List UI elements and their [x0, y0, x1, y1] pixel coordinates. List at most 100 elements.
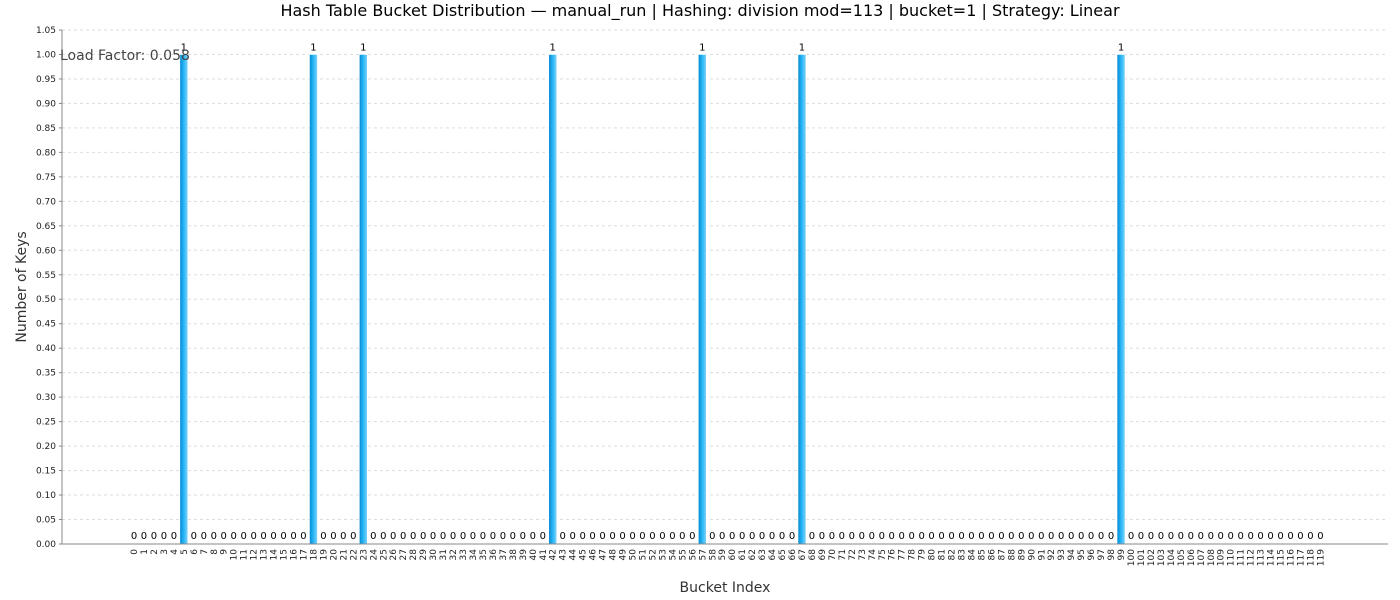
y-tick-label: 0.15: [36, 467, 56, 477]
x-tick-label-75: 75: [878, 549, 888, 560]
x-tick-label-15: 15: [280, 549, 290, 560]
value-label-81: 0: [938, 531, 944, 542]
value-label-70: 0: [829, 531, 835, 542]
x-tick-label-65: 65: [778, 549, 788, 560]
value-label-69: 0: [819, 531, 825, 542]
y-tick-label: 0.50: [36, 295, 56, 305]
x-tick-label-58: 58: [708, 549, 718, 561]
x-tick-label-112: 112: [1247, 549, 1257, 566]
x-tick-label-67: 67: [798, 549, 808, 560]
chart-title: Hash Table Bucket Distribution — manual_…: [280, 1, 1119, 21]
y-tick-label: 0.35: [36, 369, 56, 379]
x-tick-label-82: 82: [948, 549, 958, 560]
y-tick-label: 0.70: [36, 197, 56, 207]
x-tick-label-37: 37: [499, 549, 509, 560]
value-label-95: 0: [1078, 531, 1084, 542]
x-tick-label-6: 6: [190, 549, 200, 555]
value-label-59: 0: [719, 531, 725, 542]
x-tick-label-33: 33: [459, 549, 469, 560]
x-tick-label-35: 35: [479, 549, 489, 560]
value-label-101: 0: [1138, 531, 1144, 542]
value-label-39: 0: [520, 531, 526, 542]
value-label-92: 0: [1048, 531, 1054, 542]
value-label-52: 0: [649, 531, 655, 542]
x-tick-label-77: 77: [898, 549, 908, 560]
value-label-72: 0: [849, 531, 855, 542]
value-label-11: 0: [240, 531, 246, 542]
x-tick-label-47: 47: [599, 549, 609, 560]
value-label-10: 0: [231, 531, 237, 542]
value-label-115: 0: [1277, 531, 1283, 542]
value-label-91: 0: [1038, 531, 1044, 542]
x-tick-label-85: 85: [977, 549, 987, 560]
y-axis-ticks: 0.00 0.05 0.10 0.15 0.20 0.25 0.30 0.35 0.40 0.45…: [36, 26, 62, 550]
x-tick-label-89: 89: [1017, 549, 1027, 561]
bar-bucket-5: [179, 54, 189, 545]
x-tick-label-66: 66: [788, 549, 798, 561]
x-tick-label-96: 96: [1087, 549, 1097, 561]
x-tick-label-49: 49: [619, 549, 629, 561]
y-tick-label: 0.40: [36, 344, 56, 354]
value-label-103: 0: [1158, 531, 1164, 542]
value-label-93: 0: [1058, 531, 1064, 542]
value-label-98: 0: [1108, 531, 1114, 542]
value-label-55: 0: [679, 531, 685, 542]
x-tick-label-81: 81: [938, 549, 948, 560]
x-tick-label-9: 9: [220, 549, 230, 555]
value-label-9: 0: [221, 531, 227, 542]
y-tick-label: 0.00: [36, 540, 56, 550]
value-label-7: 0: [201, 531, 207, 542]
x-tick-label-71: 71: [838, 549, 848, 560]
value-label-44: 0: [569, 531, 575, 542]
value-label-117: 0: [1297, 531, 1303, 542]
value-label-54: 0: [669, 531, 675, 542]
value-label-51: 0: [639, 531, 645, 542]
x-tick-label-94: 94: [1067, 549, 1077, 561]
bar-bucket-57: [697, 54, 707, 545]
x-tick-label-73: 73: [858, 549, 868, 560]
value-label-12: 0: [250, 531, 256, 542]
value-label-88: 0: [1008, 531, 1014, 542]
x-tick-label-83: 83: [958, 549, 968, 560]
x-tick-label-21: 21: [339, 549, 349, 560]
x-tick-label-98: 98: [1107, 549, 1117, 561]
value-label-26: 0: [390, 531, 396, 542]
x-tick-label-48: 48: [609, 549, 619, 561]
x-tick-label-43: 43: [559, 549, 569, 560]
value-label-16: 0: [290, 531, 296, 542]
x-tick-label-118: 118: [1306, 549, 1316, 566]
x-tick-label-10: 10: [230, 549, 240, 561]
value-label-21: 0: [340, 531, 346, 542]
x-tick-label-111: 111: [1237, 549, 1247, 566]
x-tick-label-63: 63: [758, 549, 768, 560]
x-tick-label-93: 93: [1057, 549, 1067, 560]
value-label-79: 0: [918, 531, 924, 542]
value-label-83: 0: [958, 531, 964, 542]
value-label-30: 0: [430, 531, 436, 542]
value-label-20: 0: [330, 531, 336, 542]
value-label-48: 0: [609, 531, 615, 542]
x-tick-label-25: 25: [379, 549, 389, 560]
value-label-97: 0: [1098, 531, 1104, 542]
grid-lines: [62, 29, 1388, 521]
y-tick-label: 0.75: [36, 173, 56, 183]
x-tick-label-12: 12: [250, 549, 260, 560]
x-tick-label-45: 45: [579, 549, 589, 560]
x-tick-label-42: 42: [549, 549, 559, 560]
value-label-22: 0: [350, 531, 356, 542]
value-label-40: 0: [530, 531, 536, 542]
x-tick-label-68: 68: [808, 549, 818, 561]
x-tick-label-17: 17: [299, 549, 309, 560]
value-label-27: 0: [400, 531, 406, 542]
x-tick-label-72: 72: [848, 549, 858, 560]
x-tick-label-70: 70: [828, 549, 838, 561]
x-tick-label-5: 5: [180, 549, 190, 555]
value-label-106: 0: [1188, 531, 1194, 542]
value-label-96: 0: [1088, 531, 1094, 542]
x-tick-label-55: 55: [678, 549, 688, 560]
x-tick-label-105: 105: [1177, 549, 1187, 566]
y-tick-label: 0.25: [36, 418, 56, 428]
x-tick-label-109: 109: [1217, 549, 1227, 566]
x-tick-label-56: 56: [688, 549, 698, 561]
